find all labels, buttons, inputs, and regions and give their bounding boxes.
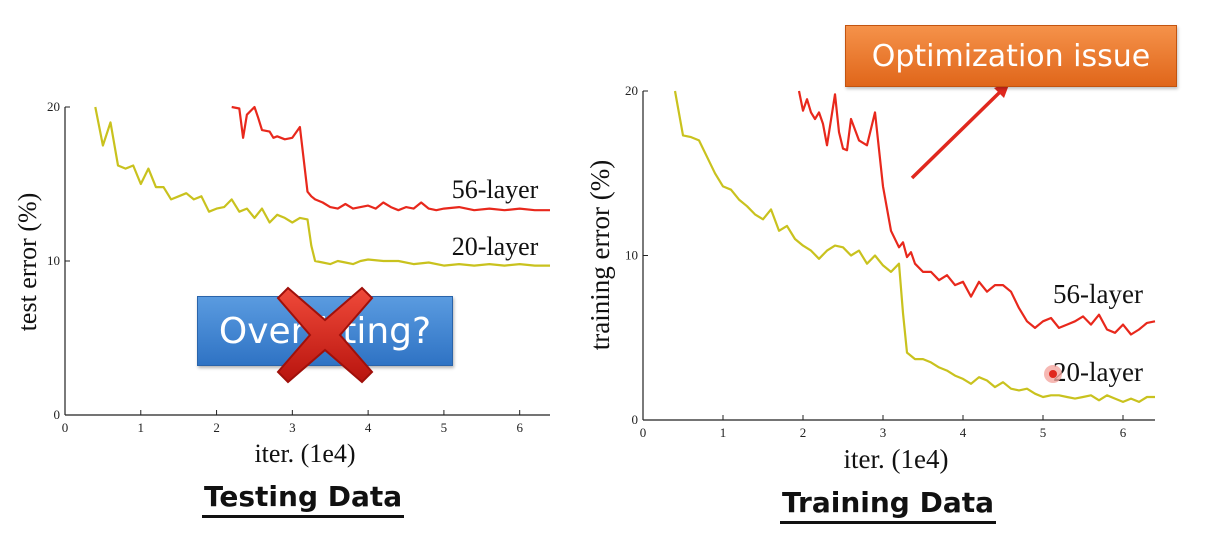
train-label-56-layer: 56-layer — [1053, 279, 1143, 309]
test-y-tick-label: 0 — [54, 407, 61, 422]
test-x-tick-label: 4 — [365, 420, 372, 435]
train-x-tick-label: 6 — [1120, 425, 1127, 440]
training-data-caption: Training Data — [780, 487, 996, 524]
test-label-56-layer: 56-layer — [452, 175, 539, 204]
test-x-tick-label: 6 — [516, 420, 523, 435]
train-x-tick-label: 2 — [800, 425, 807, 440]
test-x-tick-label: 5 — [441, 420, 448, 435]
test-x-tick-label: 2 — [213, 420, 220, 435]
test-x-tick-label: 1 — [138, 420, 145, 435]
test-x-axis-label: iter. (1e4) — [254, 439, 355, 468]
train-label-20-layer: 20-layer — [1053, 357, 1143, 387]
optimization-issue-callout: Optimization issue — [845, 25, 1177, 87]
test-series-20-layer — [94, 106, 550, 267]
train-series-20-layer — [673, 90, 1155, 403]
train-x-tick-label: 0 — [640, 425, 647, 440]
test-chart-group: 0 1 2 3 4 5 6 0 10 20 iter. (1e4) test error (%) 56-… — [13, 99, 550, 468]
optimization-issue-label: Optimization issue — [871, 38, 1151, 74]
train-series-56-layer — [797, 90, 1156, 336]
arrow-shaft — [910, 90, 1002, 180]
train-chart-group: 0 1 2 3 4 5 6 0 10 20 iter. (1e4) training error (%… — [585, 83, 1156, 474]
testing-data-caption: Testing Data — [202, 481, 405, 518]
test-y-tick-label: 10 — [47, 253, 60, 268]
test-y-tick-label: 20 — [47, 99, 60, 114]
train-x-tick-label: 3 — [880, 425, 887, 440]
test-label-20-layer: 20-layer — [452, 232, 539, 261]
test-y-axis-label: test error (%) — [13, 193, 42, 332]
train-x-tick-label: 5 — [1040, 425, 1047, 440]
train-x-tick-label: 4 — [960, 425, 967, 440]
train-y-tick-label: 0 — [632, 412, 639, 427]
test-series-56-layer — [231, 105, 550, 212]
test-x-tick-label: 0 — [62, 420, 69, 435]
train-x-tick-label: 1 — [720, 425, 727, 440]
train-y-axis-label: training error (%) — [585, 160, 615, 350]
arrow-icon — [910, 82, 1010, 180]
train-x-axis-label: iter. (1e4) — [844, 444, 949, 474]
x-mark-icon — [276, 286, 374, 384]
train-y-tick-label: 20 — [625, 83, 638, 98]
test-x-tick-label: 3 — [289, 420, 296, 435]
train-y-tick-label: 10 — [625, 248, 638, 263]
pointer-dot — [1049, 370, 1057, 378]
overfitting-callout: Overfitting? — [197, 296, 453, 366]
